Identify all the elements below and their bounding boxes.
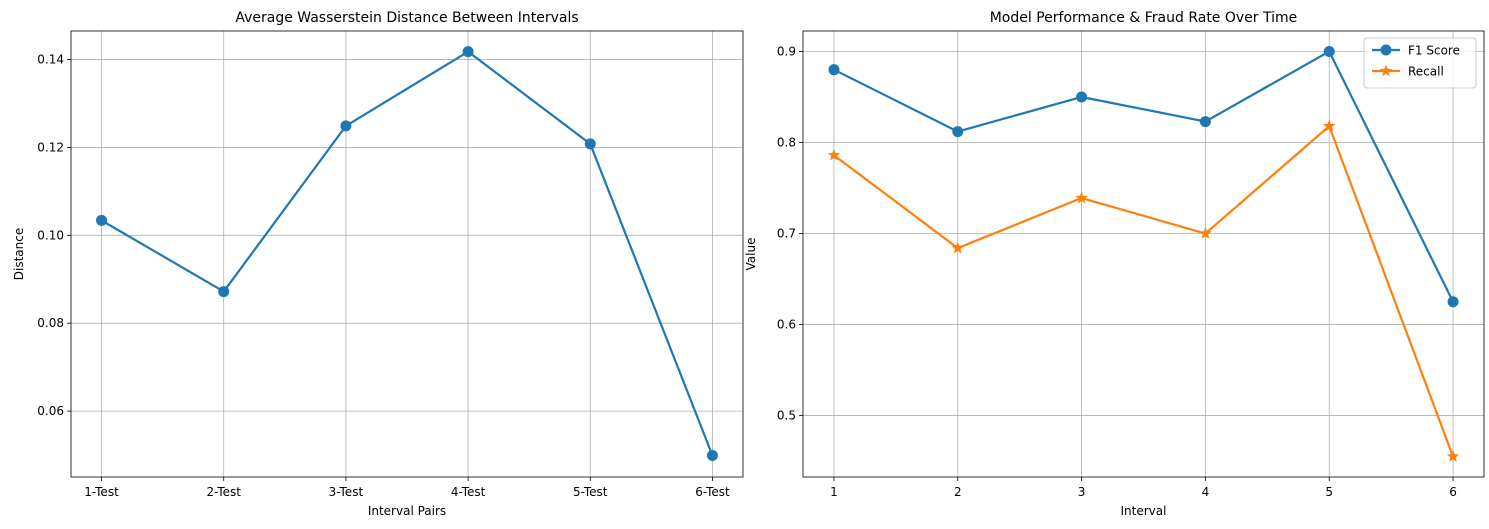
- ticks: 1 2 3 4 5 6 0.5 0.6 0.7 0.8 0.9: [777, 44, 1457, 499]
- x-tick-label: 4: [1202, 485, 1210, 499]
- y-tick-label: 0.10: [37, 228, 64, 242]
- y-tick-label: 0.08: [37, 316, 64, 330]
- y-tick-label: 0.12: [37, 140, 64, 154]
- data-point: [1075, 191, 1088, 204]
- data-point: [584, 138, 596, 150]
- plot-frame: [802, 30, 1485, 478]
- data-point: [952, 126, 964, 138]
- data-point: [1447, 296, 1459, 308]
- legend-label: F1 Score: [1408, 44, 1460, 58]
- data-point: [218, 286, 230, 298]
- plot-frame: [70, 30, 744, 478]
- x-tick-label: 6: [1449, 485, 1457, 499]
- x-tick-label: 3: [1078, 485, 1086, 499]
- y-tick-label: 0.5: [777, 409, 796, 423]
- y-tick-label: 0.06: [37, 404, 64, 418]
- data-point: [1323, 45, 1335, 57]
- x-tick-label: 2-Test: [206, 485, 241, 499]
- ticks: 1-Test 2-Test 3-Test 4-Test 5-Test 6-Test 0.06…: [37, 53, 730, 499]
- x-axis-label: Interval Pairs: [368, 504, 446, 518]
- legend: F1 Score Recall: [1363, 37, 1477, 89]
- y-tick-label: 0.6: [777, 318, 796, 332]
- legend-marker: [1379, 64, 1393, 77]
- data-point: [1446, 450, 1460, 462]
- data-point: [827, 148, 841, 161]
- x-tick-label: 1-Test: [84, 485, 119, 499]
- chart-title: Average Wasserstein Distance Between Int…: [235, 10, 578, 26]
- data-point: [1199, 227, 1212, 239]
- series-0: [828, 45, 1459, 308]
- series-line: [833, 50, 1455, 303]
- data-point: [1323, 119, 1336, 132]
- y-axis-label: Distance: [12, 228, 26, 280]
- data-point: [1076, 91, 1088, 103]
- performance-chart: Model Performance & Fraud Rate Over Time…: [744, 10, 1485, 518]
- x-tick-label: 6-Test: [695, 485, 730, 499]
- x-tick-label: 5-Test: [573, 485, 608, 499]
- series-1: [827, 119, 1460, 462]
- data-point: [340, 120, 352, 132]
- chart-title: Model Performance & Fraud Rate Over Time: [990, 10, 1298, 26]
- distance-chart: Average Wasserstein Distance Between Int…: [12, 10, 744, 518]
- data-point: [1199, 116, 1211, 128]
- data-point: [951, 241, 964, 254]
- grid: [803, 31, 1484, 477]
- x-tick-label: 1: [830, 485, 838, 499]
- y-tick-label: 0.7: [777, 227, 796, 241]
- series-line: [100, 50, 714, 456]
- series-line: [833, 125, 1455, 457]
- data-point: [462, 46, 474, 58]
- data-point: [706, 449, 718, 461]
- series-0: [96, 46, 718, 461]
- data-point: [828, 64, 840, 76]
- y-tick-label: 0.9: [777, 44, 796, 58]
- y-tick-label: 0.14: [37, 53, 64, 67]
- x-tick-label: 3-Test: [329, 485, 364, 499]
- legend-marker: [1380, 44, 1392, 56]
- x-tick-label: 5: [1325, 485, 1333, 499]
- x-tick-label: 2: [954, 485, 962, 499]
- y-axis-label: Value: [744, 238, 758, 271]
- x-axis-label: Interval: [1121, 504, 1167, 518]
- legend-label: Recall: [1408, 65, 1444, 79]
- data-point: [96, 214, 108, 226]
- grid: [71, 31, 743, 477]
- y-tick-label: 0.8: [777, 136, 796, 150]
- x-tick-label: 4-Test: [451, 485, 486, 499]
